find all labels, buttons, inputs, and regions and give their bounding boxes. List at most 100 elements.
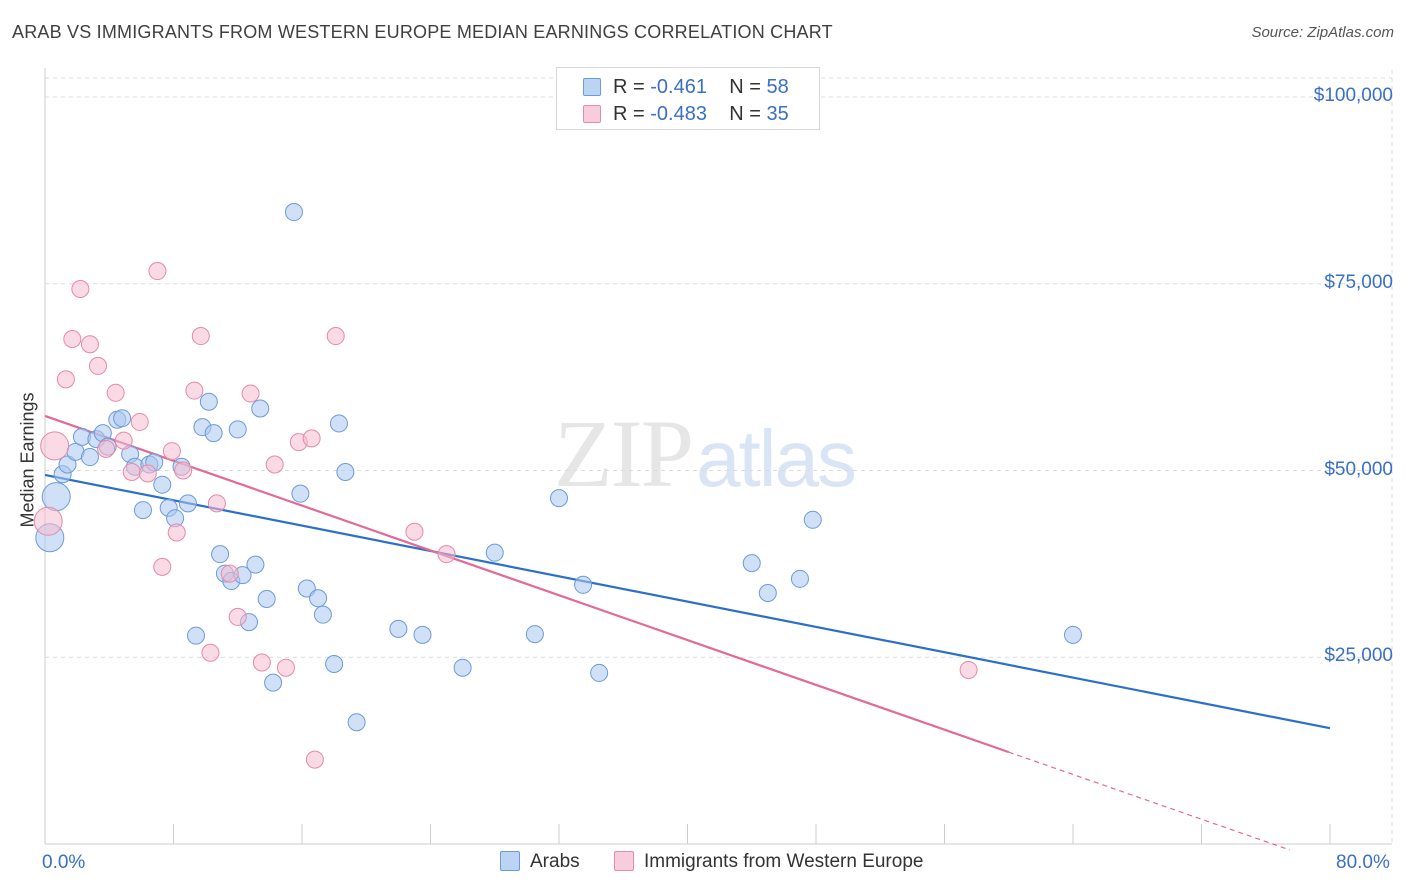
arabs-point (211, 545, 230, 564)
source-label: Source: ZipAtlas.com (1251, 24, 1394, 41)
immigrants-point (207, 494, 226, 513)
immigrants-trend-line-extrapolated (1008, 751, 1291, 851)
immigrants-point (114, 431, 133, 450)
immigrants-point (40, 431, 70, 461)
arabs-point (336, 462, 355, 481)
data-points (33, 203, 1082, 769)
watermark-atlas: atlas (696, 414, 857, 503)
immigrants-point (89, 356, 108, 375)
arabs-point (790, 569, 809, 588)
trend-lines (44, 414, 1331, 851)
immigrants-swatch (583, 105, 601, 123)
immigrants-point (276, 658, 295, 677)
arabs-point (347, 713, 366, 732)
y-tick-label: $75,000 (1324, 271, 1393, 293)
immigrants-point (228, 607, 247, 626)
immigrants-point (174, 461, 193, 480)
immigrants-point (130, 412, 149, 431)
immigrants-point (80, 335, 99, 354)
arabs-point (264, 673, 283, 692)
immigrants-point (167, 523, 186, 542)
bottom-legend-label-immigrants: Immigrants from Western Europe (644, 851, 924, 872)
arabs-point (133, 501, 152, 520)
immigrants-point (241, 384, 260, 403)
immigrants-point (97, 439, 116, 458)
arabs-point (1064, 625, 1082, 644)
immigrants-point (106, 383, 125, 402)
immigrants-point (302, 429, 321, 448)
axes (44, 68, 1392, 845)
immigrants-point (265, 455, 284, 474)
arabs-point (525, 625, 544, 644)
arabs-legend-swatch (500, 851, 520, 871)
arabs-point (186, 626, 205, 645)
gridlines (45, 70, 1393, 844)
arabs-point (550, 489, 568, 508)
immigrants-point (305, 750, 324, 769)
immigrants-point (201, 643, 220, 662)
arabs-swatch (583, 78, 601, 96)
arabs-point (178, 494, 197, 513)
immigrants-point (56, 370, 75, 389)
arabs-point (199, 392, 218, 411)
arabs-point (58, 455, 77, 474)
bottom-legend-immigrants: Immigrants from Western Europe (614, 851, 923, 873)
immigrants-point (252, 653, 271, 672)
arabs-point (574, 575, 593, 594)
arabs-point (453, 658, 472, 677)
arabs-point (309, 589, 328, 608)
arabs-point (153, 475, 172, 494)
arabs-point (257, 589, 276, 608)
legend-r-value-arabs: -0.461 (650, 76, 707, 98)
legend-r-label: R = (613, 103, 645, 125)
bottom-legend-arabs: Arabs (500, 851, 580, 873)
immigrants-point (71, 279, 90, 298)
watermark-zip: ZIP (554, 400, 694, 507)
arabs-point (113, 409, 132, 428)
immigrants-point (437, 545, 456, 564)
x-tick-label-min: 0.0% (42, 852, 86, 873)
immigrants-point (122, 462, 141, 481)
arabs-point (389, 619, 408, 638)
correlation-legend: R = -0.461 N = 58 R = -0.483 N = 35 (556, 67, 820, 130)
arabs-point (80, 448, 99, 467)
immigrants-point (63, 330, 82, 349)
immigrants-point (148, 262, 167, 281)
immigrants-point (191, 327, 210, 346)
immigrants-point (33, 506, 63, 536)
y-tick-label: $50,000 (1324, 458, 1393, 480)
immigrants-point (959, 660, 978, 679)
arabs-point (284, 203, 303, 222)
arabs-trend-line (44, 473, 1331, 730)
arabs-point (329, 414, 348, 433)
arabs-point (291, 484, 310, 503)
bottom-legend-label-arabs: Arabs (530, 851, 580, 872)
legend-r-label: R = (613, 76, 645, 98)
y-tick-label: $25,000 (1324, 645, 1393, 667)
arabs-point (485, 543, 504, 562)
arabs-point (803, 510, 822, 529)
legend-r-value-immigrants: -0.483 (650, 103, 707, 125)
legend-n-label: N = (729, 103, 761, 125)
x-tick-label-max: 80.0% (1336, 852, 1390, 873)
arabs-point (325, 654, 344, 673)
arabs-point (251, 399, 270, 418)
legend-n-value-immigrants: 35 (766, 103, 789, 125)
arabs-point (204, 424, 223, 443)
arabs-point (246, 555, 265, 574)
arabs-point (742, 554, 761, 573)
immigrants-point (153, 557, 172, 576)
arabs-point (228, 420, 247, 439)
chart-title: ARAB VS IMMIGRANTS FROM WESTERN EUROPE M… (12, 22, 833, 42)
legend-n-value-arabs: 58 (766, 76, 789, 98)
watermark: ZIPatlas (554, 398, 857, 509)
y-tick-label: $100,000 (1313, 85, 1393, 106)
immigrants-point (162, 442, 181, 461)
arabs-point (313, 605, 332, 624)
immigrants-trend-line (44, 414, 1010, 754)
y-axis-title: Median Earnings (17, 392, 38, 528)
arabs-point (41, 482, 71, 512)
immigrants-point (405, 522, 424, 541)
immigrants-point (138, 464, 157, 483)
